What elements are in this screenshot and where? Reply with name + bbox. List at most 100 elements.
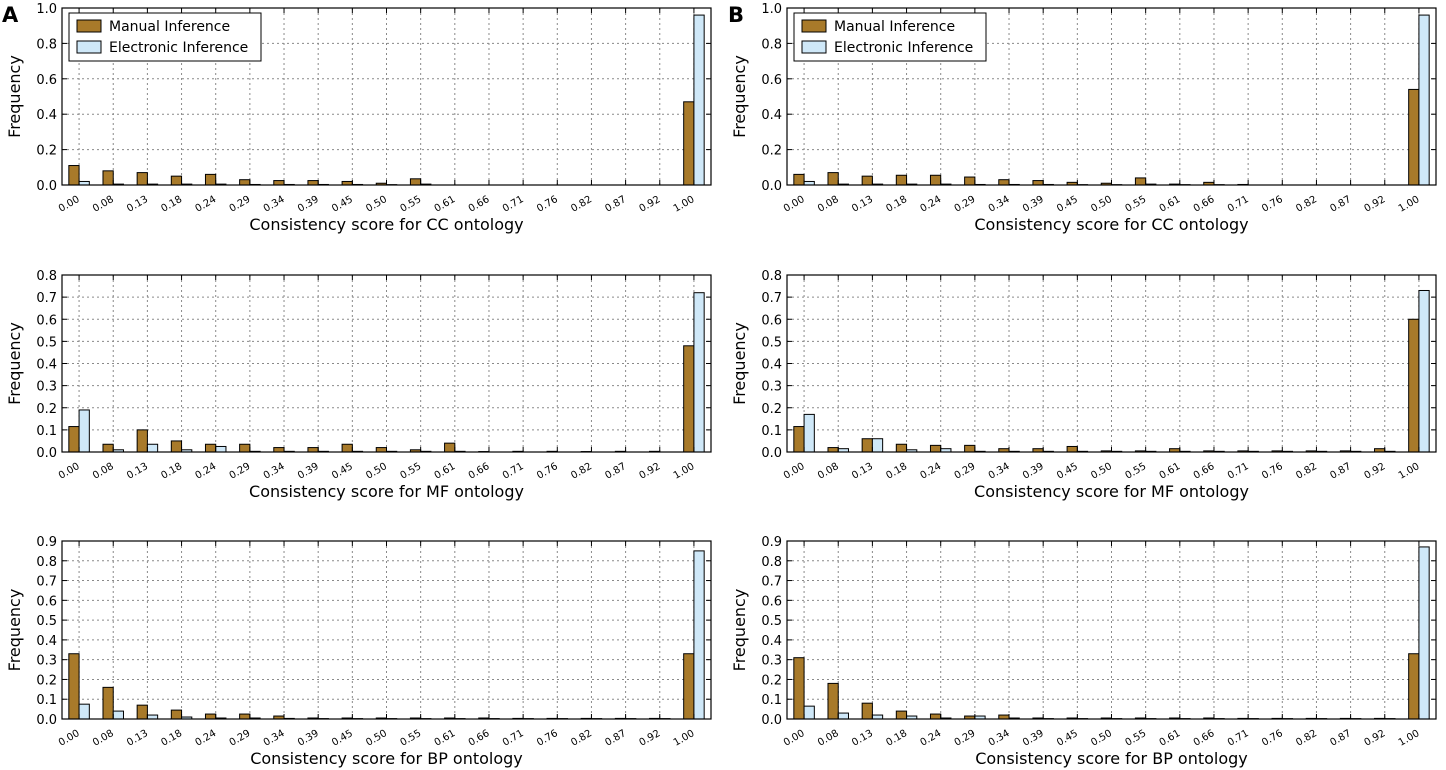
x-tick-label: 0.13 [125,461,150,482]
x-tick-label: 0.39 [1021,728,1046,749]
electronic-bar [146,443,159,453]
x-tick-label: 0.50 [1089,728,1114,749]
manual-bar [861,175,873,186]
x-tick-label: 0.45 [1055,194,1080,215]
manual-bar [827,447,839,453]
x-tick-label: 0.76 [1260,728,1285,749]
manual-bar [68,653,80,720]
x-tick-label: 0.50 [364,194,389,215]
x-tick-label: 0.61 [433,194,458,215]
x-axis-label: Consistency score for MF ontology [249,482,524,501]
x-tick-label: 0.29 [228,728,253,749]
x-tick-label: 0.39 [1021,461,1046,482]
x-tick-label: 0.24 [193,728,218,749]
y-tick-label: 0.0 [761,446,782,461]
manual-bar [964,444,976,453]
legend-swatch-manual [801,19,827,33]
y-tick-label: 0.8 [761,269,782,284]
manual-bar [998,179,1010,186]
x-tick-label: 0.34 [262,194,287,215]
y-tick-label: 0.4 [36,358,57,373]
x-tick-label: 0.71 [1226,461,1251,482]
y-axis-label: Frequency [5,322,24,405]
manual-bar [170,175,183,186]
y-axis-label: Frequency [730,589,749,672]
x-tick-label: 0.55 [398,461,423,482]
y-tick-label: 0.2 [36,673,57,688]
electronic-bar [693,550,705,720]
x-tick-label: 0.87 [603,461,628,482]
x-tick-label: 0.39 [1021,194,1046,215]
x-tick-label: 0.82 [1294,461,1319,482]
y-tick-label: 0.6 [761,73,782,88]
x-tick-label: 0.50 [1089,194,1114,215]
chart-3: 0.0 0.1 0.2 0.3 0.4 0.5 0.6 0.7 0.8 0.9 0.00 0.08 0.… [5,535,712,768]
y-tick-label: 0.6 [36,313,57,328]
y-tick-label: 0.5 [36,614,57,629]
legend-swatch-electronic [801,40,827,54]
x-tick-label: 0.82 [569,461,594,482]
x-tick-label: 0.00 [57,728,82,749]
manual-bar [273,180,285,186]
x-tick-label: 0.13 [850,728,875,749]
x-tick-label: 0.61 [1158,194,1183,215]
manual-bar [375,447,387,453]
y-tick-label: 0.3 [36,654,57,669]
x-tick-label: 0.92 [1363,194,1388,215]
electronic-bar [837,712,849,720]
x-tick-label: 0.45 [330,194,355,215]
x-tick-label: 0.34 [262,728,287,749]
electronic-bar [803,413,815,453]
manual-bar [683,101,695,186]
x-tick-label: 0.29 [228,194,253,215]
y-tick-label: 0.9 [761,535,782,550]
manual-bar [444,442,456,453]
manual-bar [170,440,183,453]
y-tick-label: 0.8 [761,37,782,52]
manual-bar [964,176,976,186]
x-tick-label: 0.00 [57,461,82,482]
y-tick-label: 1.0 [761,2,782,17]
x-tick-label: 0.00 [57,194,82,215]
y-tick-label: 0.4 [36,634,57,649]
chart-5: 0.0 0.1 0.2 0.3 0.4 0.5 0.6 0.7 0.8 0.00 0.08 0.13 0… [730,269,1437,501]
x-tick-label: 0.34 [262,461,287,482]
manual-bar [1066,445,1078,453]
y-tick-label: 0.8 [36,555,57,570]
manual-bar [239,443,251,453]
legend-label-manual: Manual Inference [109,19,230,35]
x-tick-label: 0.55 [398,194,423,215]
x-tick-label: 0.55 [1123,194,1148,215]
electronic-bar [78,409,90,453]
x-tick-label: 0.08 [816,728,841,749]
x-tick-label: 0.45 [1055,461,1080,482]
x-tick-label: 0.82 [569,728,594,749]
electronic-bar [78,703,90,720]
x-tick-label: 0.71 [501,728,526,749]
x-tick-label: 0.39 [296,461,321,482]
legend-swatch-manual [76,19,102,33]
x-tick-label: 0.18 [884,728,909,749]
x-tick-label: 0.92 [638,461,663,482]
manual-bar [683,345,695,453]
x-tick-label: 0.29 [953,461,978,482]
legend-label-manual: Manual Inference [834,19,955,35]
manual-bar [307,447,319,453]
x-tick-label: 0.82 [1294,728,1319,749]
manual-bar [793,173,805,186]
x-tick-label: 1.00 [672,728,697,749]
chart-6: 0.0 0.1 0.2 0.3 0.4 0.5 0.6 0.7 0.8 0.9 0.00 0.08 0.… [730,535,1437,768]
x-tick-label: 0.50 [364,728,389,749]
x-axis-label: Consistency score for BP ontology [250,749,523,768]
x-tick-label: 0.66 [467,194,492,215]
x-tick-label: 1.00 [672,194,697,215]
manual-bar [1408,88,1420,186]
y-tick-label: 0.6 [761,594,782,609]
x-tick-label: 0.08 [816,461,841,482]
manual-bar [827,682,839,720]
x-tick-label: 0.18 [159,728,184,749]
x-tick-label: 0.39 [296,728,321,749]
legend-swatch-electronic [76,40,102,54]
x-tick-label: 0.34 [987,728,1012,749]
x-tick-label: 0.00 [782,461,807,482]
